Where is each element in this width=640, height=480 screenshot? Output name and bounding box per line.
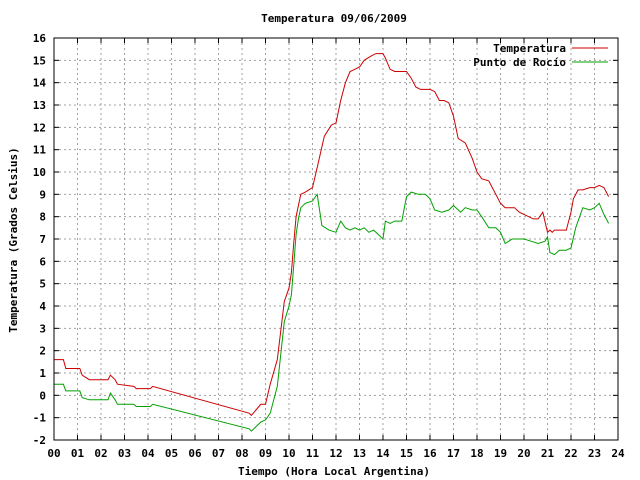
y-tick-label: 16	[33, 32, 47, 45]
x-tick-label: 04	[141, 447, 155, 460]
y-tick-label: 4	[39, 300, 46, 313]
y-tick-label: 5	[39, 278, 46, 291]
y-tick-label: 1	[39, 367, 46, 380]
ticks	[53, 37, 619, 441]
x-tick-label: 11	[306, 447, 320, 460]
y-tick-label: 9	[39, 188, 46, 201]
y-tick-label: -1	[33, 412, 47, 425]
series-layer	[54, 53, 610, 432]
y-tick-label: 7	[39, 233, 46, 246]
x-tick-label: 10	[282, 447, 295, 460]
x-tick-label: 21	[541, 447, 555, 460]
x-tick-label: 24	[611, 447, 625, 460]
x-tick-labels: 00 01 02 03 04 05 06 07 08 09 10 11 12 13 14 15 16 17 18 19…	[47, 447, 625, 460]
x-tick-label: 19	[494, 447, 507, 460]
y-tick-label: 15	[33, 54, 46, 67]
y-tick-label: 0	[39, 389, 46, 402]
x-tick-label: 03	[118, 447, 131, 460]
x-tick-label: 22	[564, 447, 577, 460]
x-tick-label: 08	[235, 447, 248, 460]
x-tick-label: 14	[376, 447, 390, 460]
x-tick-label: 06	[188, 447, 202, 460]
x-tick-label: 09	[259, 447, 272, 460]
x-tick-label: 05	[165, 447, 178, 460]
x-tick-label: 12	[329, 447, 342, 460]
chart-title: Temperatura 09/06/2009	[261, 12, 407, 25]
x-tick-label: 17	[447, 447, 460, 460]
legend-label-temperatura: Temperatura	[493, 42, 566, 55]
x-tick-label: 13	[353, 447, 366, 460]
y-tick-label: -2	[33, 434, 46, 447]
y-tick-label: 12	[33, 121, 46, 134]
x-tick-label: 16	[423, 447, 437, 460]
y-tick-label: 13	[33, 99, 46, 112]
y-tick-label: 14	[33, 77, 47, 90]
y-tick-label: 10	[33, 166, 46, 179]
y-tick-label: 11	[33, 144, 47, 157]
x-tick-label: 20	[517, 447, 530, 460]
x-tick-label: 01	[71, 447, 85, 460]
x-axis-label: Tiempo (Hora Local Argentina)	[238, 465, 430, 478]
x-tick-label: 18	[470, 447, 483, 460]
y-axis-label: Temperatura (Grados Celsius)	[7, 147, 20, 332]
legend: Temperatura Punto de Rocío	[473, 42, 608, 69]
x-tick-label: 15	[400, 447, 413, 460]
y-tick-label: 3	[39, 322, 46, 335]
y-tick-label: 2	[39, 345, 46, 358]
y-tick-label: 8	[39, 211, 46, 224]
series-line-temperatura	[54, 53, 610, 417]
x-tick-label: 02	[94, 447, 107, 460]
x-tick-label: 23	[588, 447, 601, 460]
series-line-punto-de-roc-o	[54, 191, 610, 432]
y-tick-label: 6	[39, 255, 46, 268]
x-tick-label: 00	[47, 447, 60, 460]
legend-label-punto-de-rocio: Punto de Rocío	[473, 56, 566, 69]
x-tick-label: 07	[212, 447, 225, 460]
